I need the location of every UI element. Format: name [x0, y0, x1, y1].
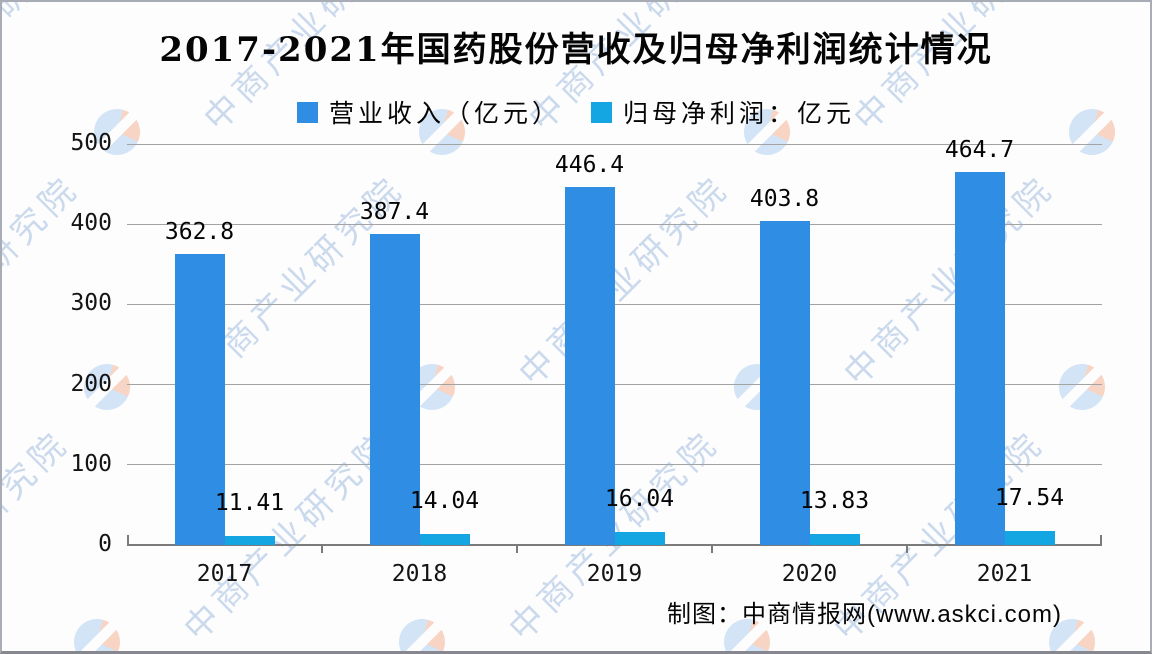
x-axis-endcap-right — [1100, 535, 1102, 545]
value-label-net-profit-2017: 11.41 — [214, 489, 285, 516]
y-tick-label-400: 400 — [70, 210, 112, 237]
attribution: 制图：中商情报网(www.askci.com) — [666, 601, 1062, 628]
y-tick-label-0: 0 — [98, 531, 112, 557]
x-tick-mark-1 — [321, 545, 323, 553]
legend-label-net-profit: 归母净利润：亿元 — [623, 100, 856, 128]
y-tick-label-100: 100 — [70, 450, 112, 477]
gridline-400 — [127, 223, 1102, 225]
y-tick-label-500: 500 — [70, 130, 112, 156]
legend-swatch-net-profit-icon — [591, 101, 612, 123]
bar-revenue-2020 — [759, 221, 810, 545]
plot-area: 0 100 200 300 400 500 362.8 11.41 2017 387.4 14.04… — [70, 130, 1102, 587]
y-tick-label-300: 300 — [70, 290, 112, 317]
value-label-revenue-2020: 403.8 — [749, 186, 820, 213]
value-label-net-profit-2021: 17.54 — [994, 484, 1065, 511]
x-tick-mark-4 — [906, 545, 908, 553]
bar-net-profit-2020 — [809, 533, 860, 545]
legend-item-revenue: 营业收入（亿元） — [296, 94, 561, 130]
value-label-net-profit-2018: 14.04 — [409, 487, 480, 514]
x-tick-mark-3 — [711, 545, 713, 553]
value-label-revenue-2018: 387.4 — [359, 199, 430, 226]
x-tick-mark-2 — [516, 545, 518, 553]
gridline-300 — [127, 303, 1102, 305]
x-axis-endcap-left — [127, 535, 129, 545]
legend: 营业收入（亿元） 归母净利润：亿元 — [2, 94, 1150, 130]
value-label-net-profit-2019: 16.04 — [604, 486, 675, 513]
y-tick-label-200: 200 — [70, 370, 112, 397]
bar-net-profit-2018 — [419, 533, 470, 545]
bar-revenue-2021 — [954, 172, 1005, 545]
bar-revenue-2019 — [564, 187, 615, 545]
watermark-text: 中商产业研究院 — [1146, 417, 1150, 650]
watermark-text: 中商产业研究院 — [0, 168, 87, 394]
x-category-label-2017: 2017 — [196, 561, 253, 587]
value-label-revenue-2021: 464.7 — [944, 137, 1015, 164]
x-category-label-2020: 2020 — [781, 561, 838, 587]
x-category-label-2021: 2021 — [976, 561, 1033, 587]
value-label-revenue-2019: 446.4 — [554, 152, 625, 178]
legend-label-revenue: 营业收入（亿元） — [328, 100, 561, 128]
legend-item-net-profit: 归母净利润：亿元 — [591, 94, 855, 130]
bar-net-profit-2021 — [1004, 530, 1055, 545]
x-category-label-2019: 2019 — [586, 561, 643, 587]
bar-net-profit-2017 — [224, 535, 275, 545]
x-category-label-2018: 2018 — [391, 561, 448, 587]
bar-revenue-2017 — [174, 254, 225, 545]
x-axis-line — [127, 544, 1102, 546]
value-label-net-profit-2020: 13.83 — [799, 487, 870, 514]
bar-revenue-2018 — [369, 234, 420, 545]
gridline-100 — [127, 464, 1102, 466]
gridline-200 — [127, 384, 1102, 386]
legend-swatch-revenue-icon — [296, 101, 318, 123]
watermark-logo-icon — [399, 619, 445, 651]
watermark-logo-icon — [74, 619, 120, 651]
bar-net-profit-2019 — [614, 532, 665, 545]
chart-title: 2017-2021年国药股份营收及归母净利润统计情况 — [159, 30, 993, 70]
value-label-revenue-2017: 362.8 — [164, 219, 235, 246]
gridline-500 — [127, 143, 1102, 145]
